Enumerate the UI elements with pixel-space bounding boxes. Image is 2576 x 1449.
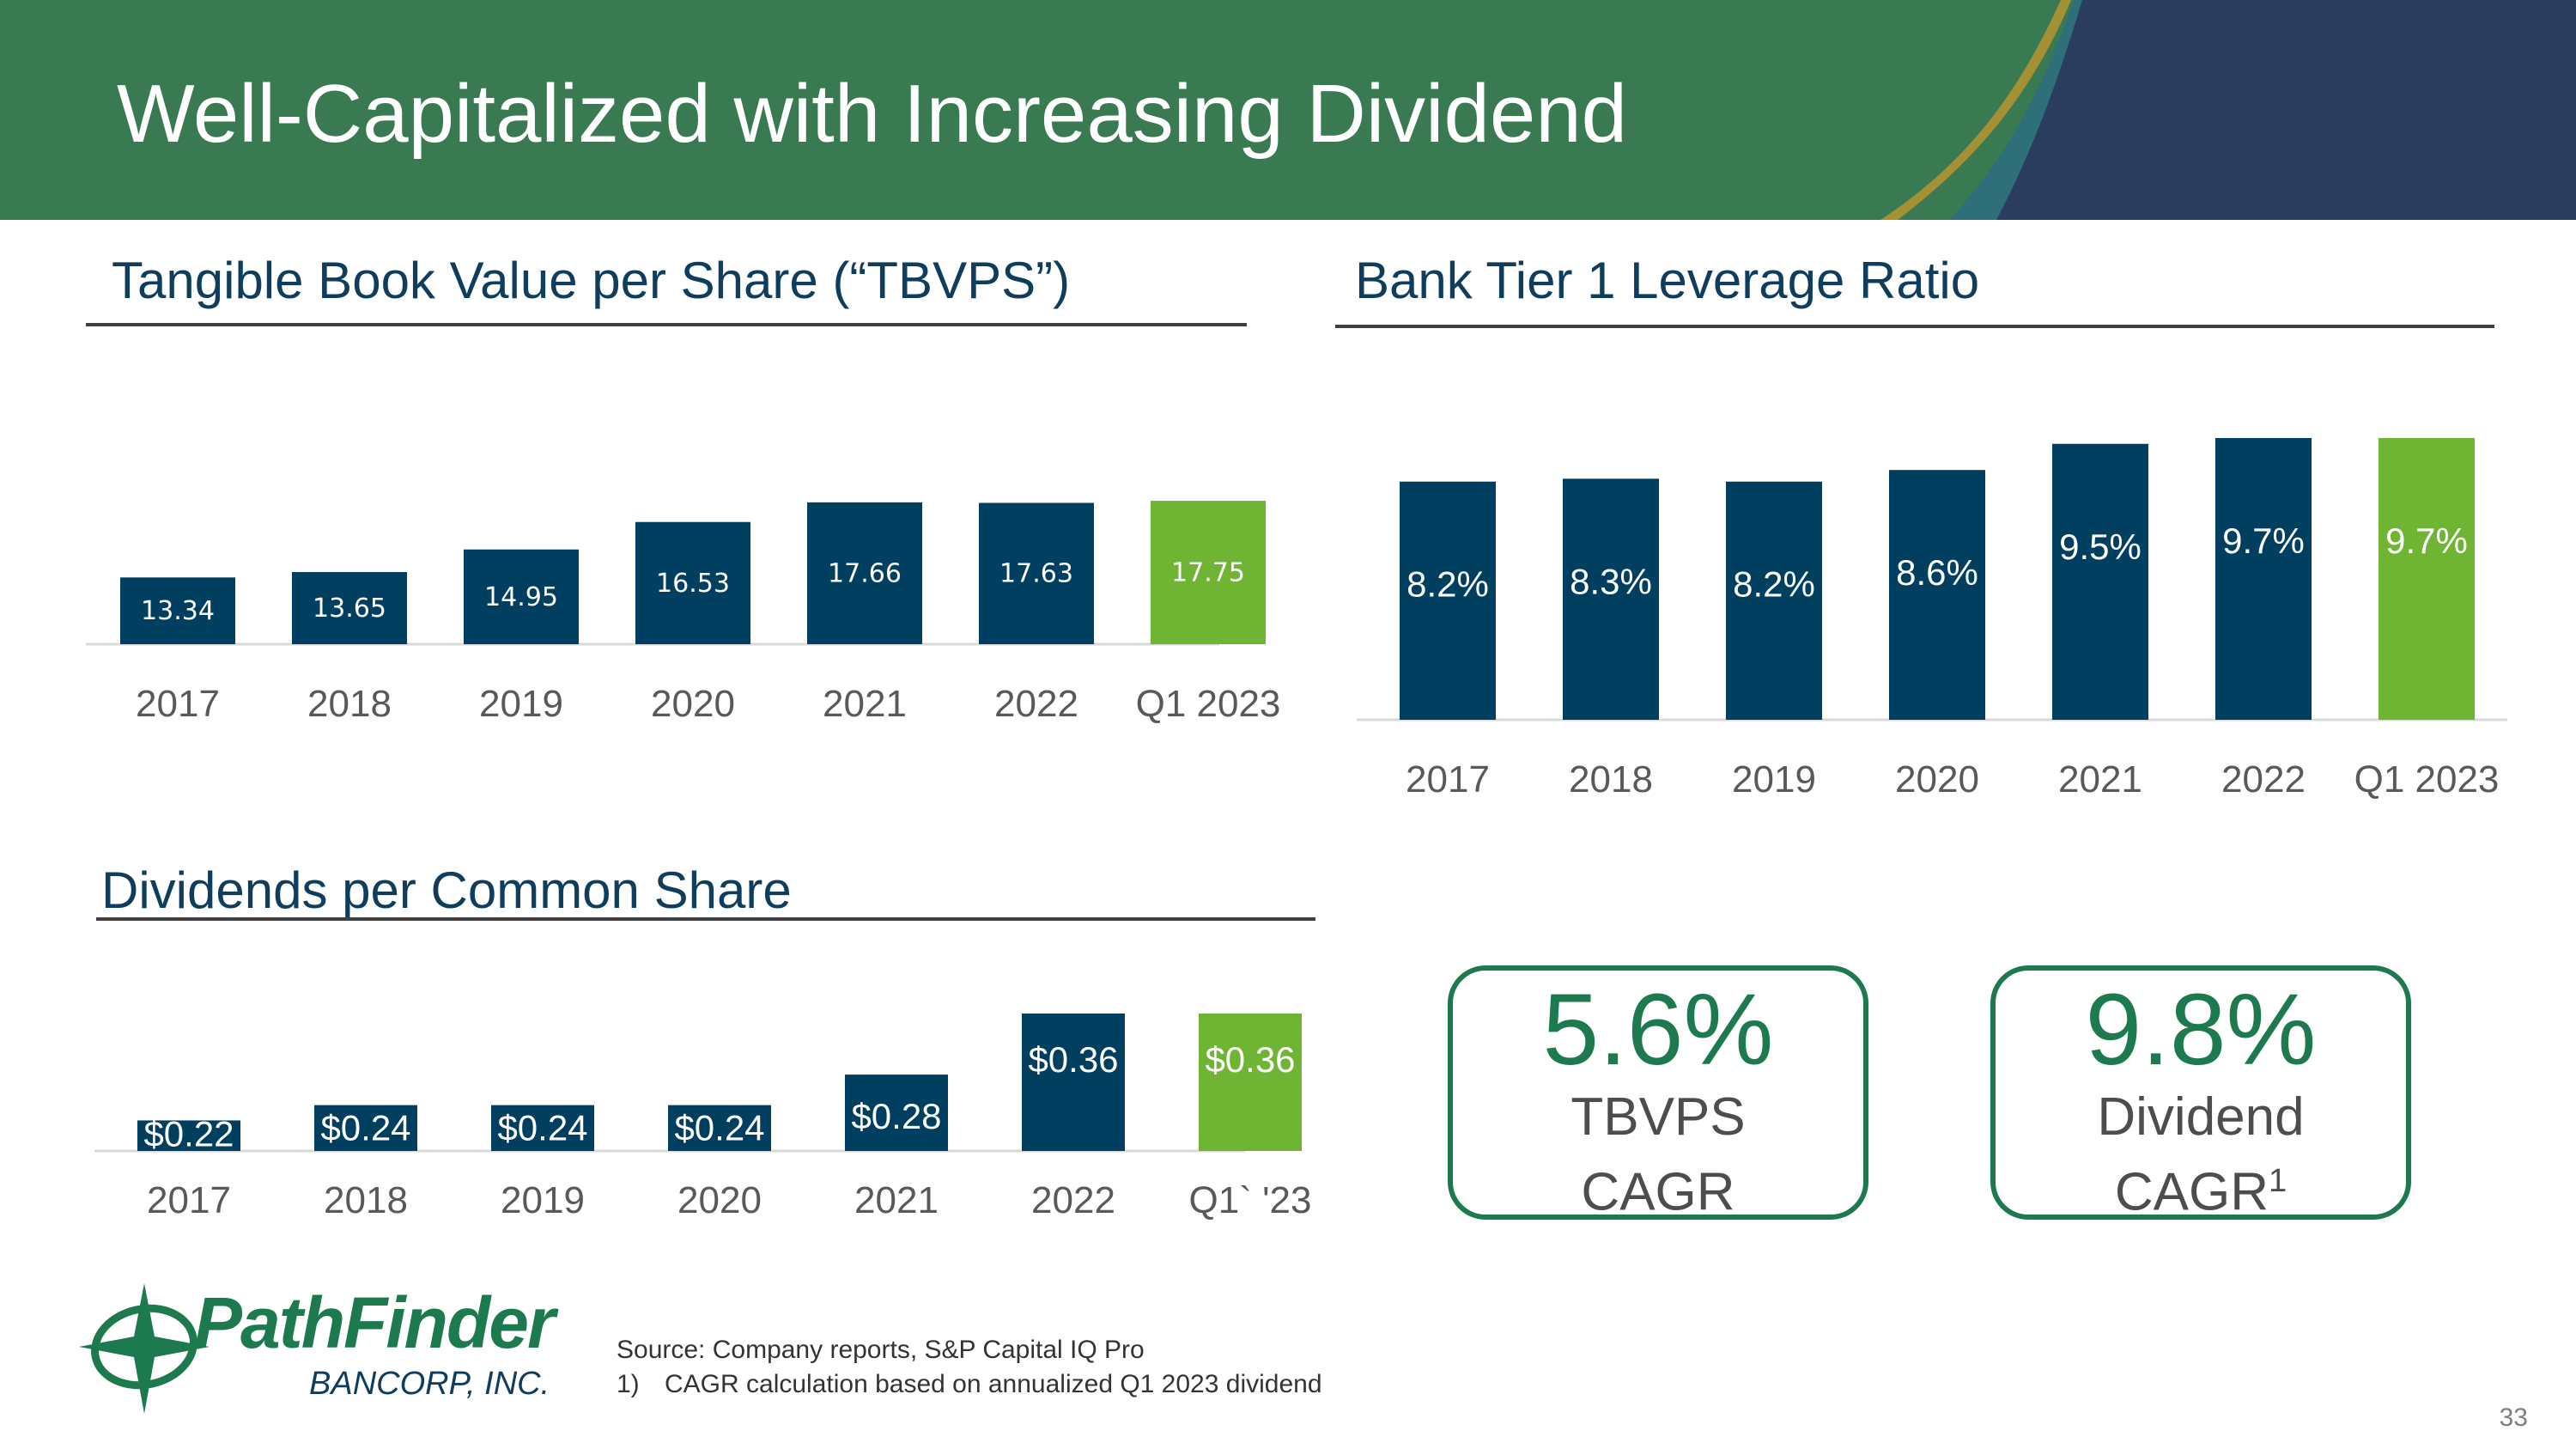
dividends-bar <box>1199 1014 1302 1151</box>
tbvps-bar <box>635 521 750 644</box>
dividends-bar <box>1022 1014 1125 1151</box>
leverage-data-label: 8.2% <box>1406 564 1489 605</box>
source-line: Source: Company reports, S&P Capital IQ … <box>617 1336 1145 1364</box>
leverage-data-label: 8.2% <box>1733 564 1815 605</box>
logo-name: PathFinder <box>194 1282 556 1363</box>
tbvps-data-label: 14.95 <box>484 582 558 612</box>
dividends-category-label: 2020 <box>677 1179 762 1221</box>
section-rule-tbvps <box>86 323 1247 326</box>
tbvps-category-label: 2020 <box>651 683 735 725</box>
pathfinder-logo: PathFinder BANCORP, INC. <box>76 1280 556 1417</box>
header-decoration <box>1880 0 2576 220</box>
tbvps-cagr-box: 5.6% TBVPS CAGR <box>1448 965 1868 1222</box>
tbvps-category-label: Q1 2023 <box>1136 683 1281 725</box>
leverage-bar <box>1889 470 1985 720</box>
dividends-category-label: 2018 <box>324 1179 408 1221</box>
section-rule-dividends <box>96 917 1315 921</box>
leverage-data-label: 9.7% <box>2385 521 2468 561</box>
tbvps-category-label: 2017 <box>136 683 220 725</box>
leverage-data-label: 9.5% <box>2059 527 2142 567</box>
dividends-bar <box>491 1105 594 1151</box>
dividends-data-label: $0.36 <box>1028 1039 1118 1080</box>
tbvps-data-label: 16.53 <box>656 569 730 599</box>
tbvps-data-label: 13.34 <box>141 596 215 626</box>
leverage-bar <box>2215 438 2312 720</box>
logo-subtitle: BANCORP, INC. <box>309 1366 550 1402</box>
leverage-bar <box>1563 478 1659 720</box>
leverage-data-label: 8.3% <box>1570 561 1652 601</box>
dividend-cagr-line2: CAGR1 <box>2114 1162 2287 1222</box>
dividends-bar <box>668 1105 771 1151</box>
tbvps-category-label: 2019 <box>479 683 563 725</box>
slide-header: Well-Capitalized with Increasing Dividen… <box>0 0 2576 220</box>
leverage-category-label: 2021 <box>2058 758 2142 801</box>
dividends-data-label: $0.24 <box>320 1108 410 1148</box>
leverage-data-label: 8.6% <box>1896 552 1978 593</box>
dividends-bar <box>845 1075 948 1151</box>
dividend-cagr-box: 9.8% Dividend CAGR1 <box>1990 965 2411 1222</box>
tbvps-cagr-line1: TBVPS <box>1571 1087 1746 1147</box>
tbvps-category-label: 2018 <box>307 683 392 725</box>
leverage-data-label: 9.7% <box>2222 521 2305 561</box>
dividends-category-label: 2021 <box>854 1179 939 1221</box>
section-title-leverage: Bank Tier 1 Leverage Ratio <box>1355 252 1980 309</box>
tbvps-data-label: 17.63 <box>999 559 1073 589</box>
dividends-data-label: $0.22 <box>143 1113 234 1154</box>
dividend-cagr-line1: Dividend <box>2097 1087 2305 1147</box>
dividends-data-label: $0.28 <box>851 1096 941 1136</box>
footnote-line: 1) CAGR calculation based on annualized Q… <box>617 1370 1322 1398</box>
dividend-cagr-footnote-mark: 1 <box>2269 1163 2287 1199</box>
tbvps-data-label: 17.75 <box>1171 558 1245 588</box>
tbvps-bar <box>1151 501 1266 644</box>
dividends-bar-chart: $0.22 2017 $0.24 2018 $0.24 2019 $0.24 2020 $0.2… <box>94 1014 1311 1221</box>
leverage-category-label: 2017 <box>1406 758 1490 801</box>
dividends-category-label: 2022 <box>1031 1179 1115 1221</box>
leverage-bar-chart: 8.2% 2017 8.3% 2018 8.2% 2019 8.6% 2020 9.5% 2021… <box>1357 438 2507 801</box>
dividends-bar <box>314 1105 417 1151</box>
dividends-category-label: Q1` '23 <box>1189 1179 1312 1221</box>
dividends-data-label: $0.24 <box>497 1108 587 1148</box>
dividend-cagr-value: 9.8% <box>2085 973 2317 1087</box>
section-title-tbvps: Tangible Book Value per Share (“TBVPS”) <box>112 252 1071 309</box>
section-rule-leverage <box>1335 325 2494 328</box>
source-notes: Source: Company reports, S&P Capital IQ … <box>617 1333 1322 1402</box>
leverage-bar <box>1726 481 1822 720</box>
tbvps-bar <box>292 572 407 644</box>
page-number: 33 <box>2499 1403 2528 1432</box>
compass-star-icon <box>79 1283 210 1414</box>
slide-title: Well-Capitalized with Increasing Dividen… <box>117 68 1628 160</box>
leverage-category-label: 2019 <box>1732 758 1816 801</box>
tbvps-data-label: 17.66 <box>828 558 902 588</box>
leverage-bar <box>2052 443 2148 720</box>
tbvps-cagr-value: 5.6% <box>1542 973 1774 1087</box>
tbvps-bar <box>120 577 235 644</box>
dividends-bar <box>137 1120 240 1151</box>
leverage-category-label: 2018 <box>1569 758 1653 801</box>
leverage-category-label: 2022 <box>2221 758 2306 801</box>
section-title-dividends: Dividends per Common Share <box>101 861 792 919</box>
dividends-data-label: $0.36 <box>1205 1039 1295 1080</box>
dividends-category-label: 2017 <box>147 1179 231 1221</box>
tbvps-bar <box>464 549 579 644</box>
dividends-category-label: 2019 <box>501 1179 585 1221</box>
leverage-bar <box>2379 438 2475 720</box>
tbvps-bar-chart: 13.34 2017 13.65 2018 14.95 2019 16.53 2020 17.6… <box>86 501 1280 725</box>
leverage-bar <box>1400 481 1496 720</box>
leverage-category-label: Q1 2023 <box>2354 758 2500 801</box>
tbvps-category-label: 2021 <box>823 683 907 725</box>
tbvps-data-label: 13.65 <box>313 594 386 624</box>
tbvps-cagr-line2: CAGR <box>1581 1162 1735 1222</box>
leverage-category-label: 2020 <box>1895 758 1979 801</box>
tbvps-category-label: 2022 <box>994 683 1078 725</box>
tbvps-bar <box>979 502 1094 644</box>
tbvps-bar <box>807 502 922 644</box>
dividends-data-label: $0.24 <box>674 1108 764 1148</box>
